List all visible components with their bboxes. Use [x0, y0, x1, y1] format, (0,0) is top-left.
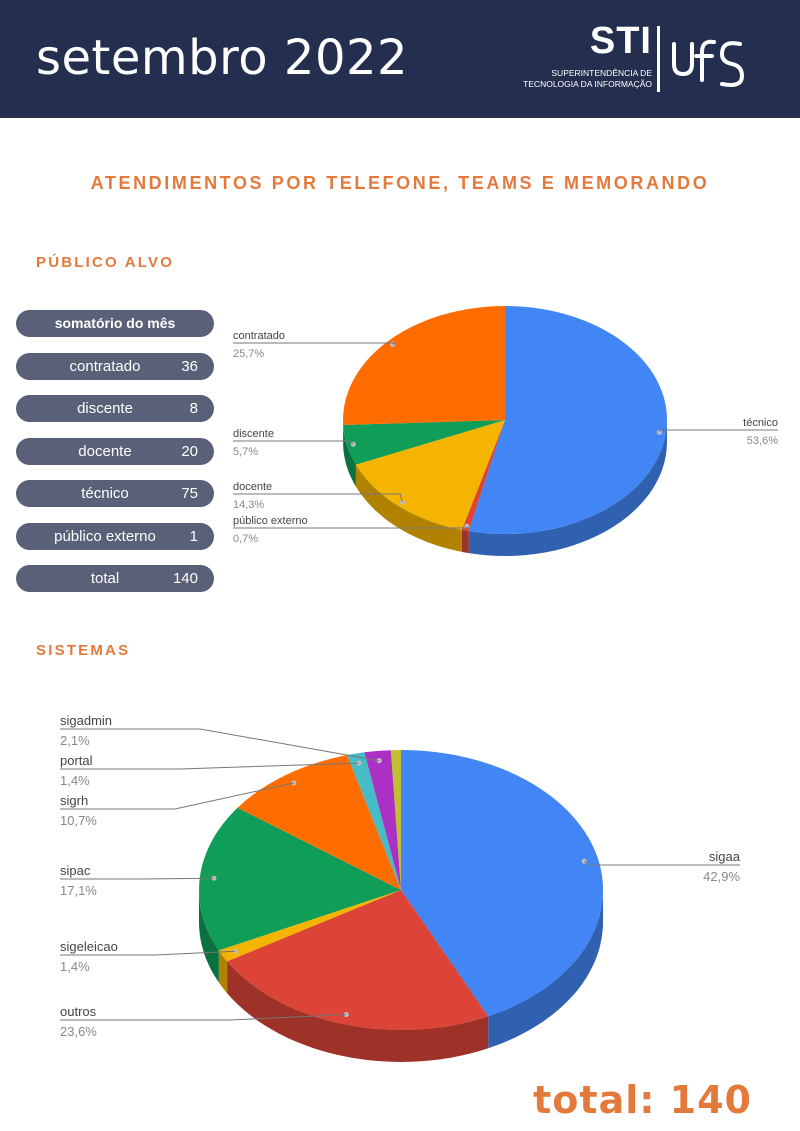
- slice-percent: 14,3%: [233, 499, 264, 511]
- pie-slice: [355, 420, 505, 530]
- summary-row-publico-externo: público externo 1: [16, 523, 214, 550]
- summary-row-value: 8: [189, 400, 198, 417]
- summary-row-value: 20: [181, 443, 198, 460]
- slice-percent: 1,4%: [60, 959, 90, 974]
- slice-label: outros: [60, 1004, 97, 1019]
- slice-percent: 23,6%: [60, 1024, 97, 1039]
- pie-slice: [347, 752, 401, 890]
- pie-slice: [343, 420, 505, 465]
- slice-percent: 1,4%: [60, 773, 90, 788]
- leader-line: [583, 860, 740, 866]
- slice-percent: 17,1%: [60, 883, 97, 898]
- summary-header-label: somatório do mês: [54, 315, 176, 331]
- ufs-logo-icon: [672, 39, 744, 87]
- main-title: ATENDIMENTOS POR TELEFONE, TEAMS E MEMOR…: [90, 173, 710, 193]
- summary-row-label: discente: [77, 400, 133, 417]
- sti-logo-line-1: SUPERINTENDÊNCIA DE: [551, 68, 652, 78]
- slice-label: sigrh: [60, 793, 88, 808]
- leader-line: [60, 877, 214, 880]
- slice-label: técnico: [743, 417, 778, 429]
- pie-slice-side: [343, 425, 356, 487]
- pie-slice-side: [468, 420, 667, 556]
- pie-slice: [390, 750, 401, 890]
- leader-line: [60, 762, 359, 770]
- leader-line: [233, 493, 403, 503]
- pie-slice: [461, 420, 505, 532]
- logo-divider: [657, 26, 660, 92]
- pie-chart-publico-alvo: técnico 53,6% público externo 0,7% docente 14…: [233, 306, 778, 556]
- pie-slice: [199, 807, 401, 951]
- summary-row-contratado: contratado 36: [16, 353, 214, 380]
- summary-row-docente: docente 20: [16, 438, 214, 465]
- pie-slice-side: [227, 961, 489, 1062]
- slice-percent: 53,6%: [747, 435, 778, 447]
- pie-slice: [218, 890, 401, 962]
- page-header: setembro 2022 STI SUPERINTENDÊNCIA DE TE…: [0, 0, 800, 118]
- summary-row-label: docente: [78, 443, 132, 460]
- slice-percent: 5,7%: [233, 446, 258, 458]
- slice-percent: 2,1%: [60, 733, 90, 748]
- summary-row-discente: discente 8: [16, 395, 214, 422]
- summary-row-value: 75: [181, 485, 198, 502]
- leader-line: [60, 782, 295, 810]
- pie-slice-side: [218, 950, 228, 994]
- pie-slice-side: [199, 890, 219, 983]
- page-title: setembro 2022: [36, 30, 409, 86]
- summary-row-value: 1: [189, 528, 198, 545]
- sti-logo-line-2: TECNOLOGIA DA INFORMAÇÃO: [523, 79, 652, 89]
- slice-percent: 25,7%: [233, 348, 264, 360]
- leader-line: [233, 342, 396, 345]
- slice-label: público externo: [233, 515, 308, 527]
- slice-label: sigadmin: [60, 713, 112, 728]
- leader-line: [60, 728, 380, 762]
- pie-slice: [468, 306, 668, 535]
- pie-slice: [364, 750, 401, 890]
- slice-percent: 10,7%: [60, 813, 97, 828]
- slice-label: sipac: [60, 863, 91, 878]
- slice-label: docente: [233, 481, 272, 493]
- pie-slice: [237, 755, 401, 890]
- slice-percent: 0,7%: [233, 533, 258, 545]
- summary-row-value: 36: [181, 358, 198, 375]
- section-title-publico-alvo: PÚBLICO ALVO: [36, 254, 175, 271]
- leader-line: [659, 429, 778, 433]
- pie-slice: [227, 890, 489, 1031]
- slice-label: discente: [233, 428, 274, 440]
- summary-row-tecnico: técnico 75: [16, 480, 214, 507]
- leader-line: [60, 950, 236, 956]
- slice-label: contratado: [233, 330, 285, 342]
- summary-row-total: total 140: [16, 565, 214, 592]
- summary-row-label: técnico: [81, 485, 129, 502]
- slice-label: sigeleicao: [60, 939, 118, 954]
- slice-label: portal: [60, 753, 93, 768]
- summary-header-pill: somatório do mês: [16, 310, 214, 337]
- leader-line: [233, 440, 354, 445]
- sti-logo: STI SUPERINTENDÊNCIA DE TECNOLOGIA DA IN…: [523, 20, 652, 92]
- summary-row-label: total: [90, 570, 120, 587]
- pie-slice-side: [355, 464, 462, 552]
- summary-row-value: 140: [172, 570, 198, 587]
- sti-logo-mark: STI: [589, 20, 652, 62]
- leader-line: [60, 1014, 347, 1021]
- summary-row-label: público externo: [54, 528, 156, 545]
- total-count: total: 140: [533, 1078, 752, 1122]
- pie-slice-side: [461, 529, 469, 554]
- summary-row-label: contratado: [69, 358, 141, 375]
- slice-label: sigaa: [709, 849, 741, 864]
- pie-slice-side: [488, 890, 603, 1049]
- pie-slice: [401, 749, 604, 1017]
- leader-line: [233, 525, 469, 529]
- pie-slice: [343, 306, 505, 425]
- slice-percent: 42,9%: [703, 869, 740, 884]
- section-title-sistemas: SISTEMAS: [36, 642, 131, 659]
